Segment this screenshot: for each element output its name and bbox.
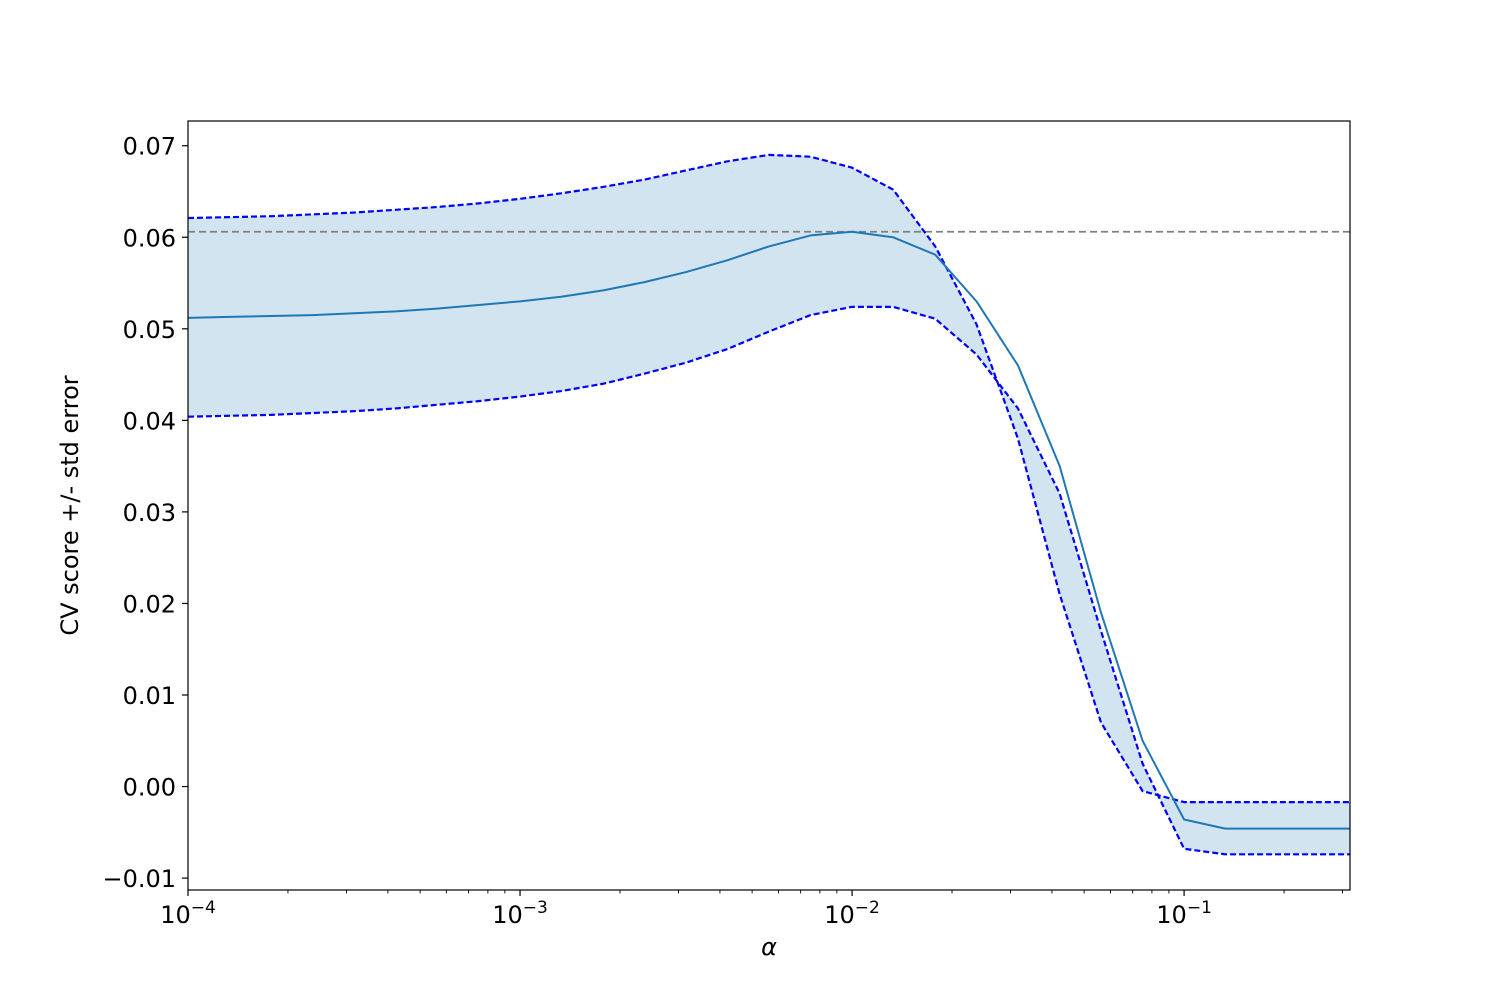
plot-series [188,153,1350,856]
y-tick-label: 0.06 [123,224,176,252]
x-tick-label: 10−2 [824,898,880,929]
axes-frame [187,120,1351,891]
plot-area [188,153,1350,856]
y-tick-label: −0.01 [102,865,176,893]
x-axis-label: α [761,933,777,961]
y-tick-label: 0.01 [123,682,176,710]
upper-bound-line [188,153,1350,804]
mean-score-line [188,230,1350,830]
ticks: 0.07 0.06 0.05 0.04 0.03 0.02 0.01 0.00 −0.01 10−… [102,133,1343,929]
x-tick-label: 10−1 [1156,898,1212,929]
x-tick-label: 10−3 [492,898,548,929]
y-tick-label: 0.02 [123,590,176,618]
x-tick-label: 10−4 [160,898,216,929]
lower-bound-line [188,305,1350,856]
y-tick-label: 0.00 [123,774,176,802]
y-tick-label: 0.03 [123,499,176,527]
y-axis-label: CV score +/- std error [56,375,84,635]
y-tick-label: 0.05 [123,316,176,344]
std-error-band [188,154,1350,855]
y-tick-label: 0.04 [123,407,176,435]
y-tick-label: 0.07 [123,133,176,161]
